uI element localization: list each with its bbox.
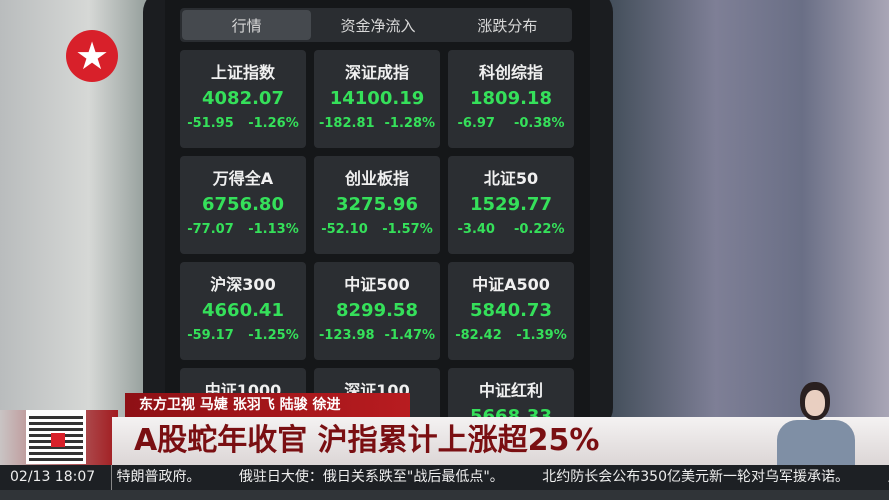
index-value: 4660.41: [202, 300, 284, 321]
index-change-pct: -0.22%: [513, 222, 565, 237]
index-change: -182.81: [318, 116, 375, 131]
tab-distribution[interactable]: 涨跌分布: [477, 16, 538, 35]
qr-code: [26, 410, 86, 464]
index-value: 5840.73: [470, 300, 552, 321]
index-change: -77.07: [187, 222, 234, 237]
dragon-tv-logo: ★: [66, 30, 118, 82]
index-card[interactable]: 创业板指 3275.96 -52.10 -1.57%: [314, 156, 440, 254]
index-name: 中证A500: [472, 275, 550, 294]
index-card[interactable]: 科创综指 1809.18 -6.97 -0.38%: [448, 50, 574, 148]
index-change: -52.10: [321, 222, 368, 237]
index-change-pct: -1.26%: [248, 116, 299, 131]
index-name: 中证500: [344, 275, 410, 294]
index-change-pct: -1.13%: [248, 222, 299, 237]
headline: A股蛇年收官 沪指累计上涨超25%: [112, 417, 889, 465]
index-value: 1529.77: [470, 194, 552, 215]
index-value: 14100.19: [329, 88, 425, 109]
index-card[interactable]: 沪深300 4660.41 -59.17 -1.25%: [180, 262, 306, 360]
index-name: 万得全A: [212, 169, 274, 188]
index-change-pct: -1.57%: [382, 222, 433, 237]
index-change-pct: -1.28%: [384, 116, 436, 131]
index-value: 6756.80: [202, 194, 284, 215]
index-card[interactable]: 万得全A 6756.80 -77.07 -1.13%: [180, 156, 306, 254]
reporter-credits: 东方卫视 马婕 张羽飞 陆骏 徐进: [125, 393, 410, 417]
index-name: 科创综指: [478, 63, 543, 82]
market-tabs: 行情 资金净流入 涨跌分布: [180, 8, 572, 42]
index-name: 上证指数: [210, 63, 275, 82]
bottom-bar: [0, 490, 889, 500]
index-name: 创业板指: [344, 169, 409, 188]
index-change-pct: -1.47%: [384, 328, 436, 343]
index-change: -3.40: [457, 222, 495, 237]
index-change: -59.17: [187, 328, 234, 343]
index-change: -6.97: [457, 116, 495, 131]
index-change-pct: -1.25%: [248, 328, 299, 343]
tab-net-inflow[interactable]: 资金净流入: [340, 16, 416, 35]
ticker-time: 02/13 18:07: [0, 465, 112, 490]
index-change: -51.95: [187, 116, 234, 131]
index-name: 北证50: [483, 169, 539, 188]
ticker-item: 俄驻日大使：俄日关系跌至"战后最低点"。: [238, 469, 504, 485]
index-card[interactable]: 深证成指 14100.19 -182.81 -1.28%: [314, 50, 440, 148]
news-ticker: 02/13 18:07 特朗普政府。 俄驻日大使：俄日关系跌至"战后最低点"。 …: [0, 465, 889, 490]
tab-market[interactable]: 行情: [182, 10, 312, 40]
ticker-item: 特朗普政府。: [116, 469, 201, 485]
index-change: -123.98: [318, 328, 375, 343]
index-name: 中证红利: [478, 381, 543, 400]
index-value: 8299.58: [336, 300, 418, 321]
index-card[interactable]: 中证A500 5840.73 -82.42 -1.39%: [448, 262, 574, 360]
index-change-pct: -1.39%: [516, 328, 567, 343]
index-name: 深证成指: [344, 63, 409, 82]
index-change-pct: -0.38%: [513, 116, 565, 131]
index-card[interactable]: 北证50 1529.77 -3.40 -0.22%: [448, 156, 574, 254]
index-value: 1809.18: [470, 88, 552, 109]
index-value: 3275.96: [336, 194, 418, 215]
index-name: 沪深300: [210, 275, 276, 294]
ticker-item: 北约防长会公布350亿美元新一轮对乌军援承诺。: [542, 469, 849, 485]
index-value: 4082.07: [202, 88, 284, 109]
index-card[interactable]: 中证500 8299.58 -123.98 -1.47%: [314, 262, 440, 360]
background-blur: [600, 0, 889, 420]
sign-language-interpreter: [772, 382, 862, 465]
index-card[interactable]: 上证指数 4082.07 -51.95 -1.26%: [180, 50, 306, 148]
index-change: -82.42: [455, 328, 502, 343]
ticker-item: 尼: [887, 469, 889, 485]
